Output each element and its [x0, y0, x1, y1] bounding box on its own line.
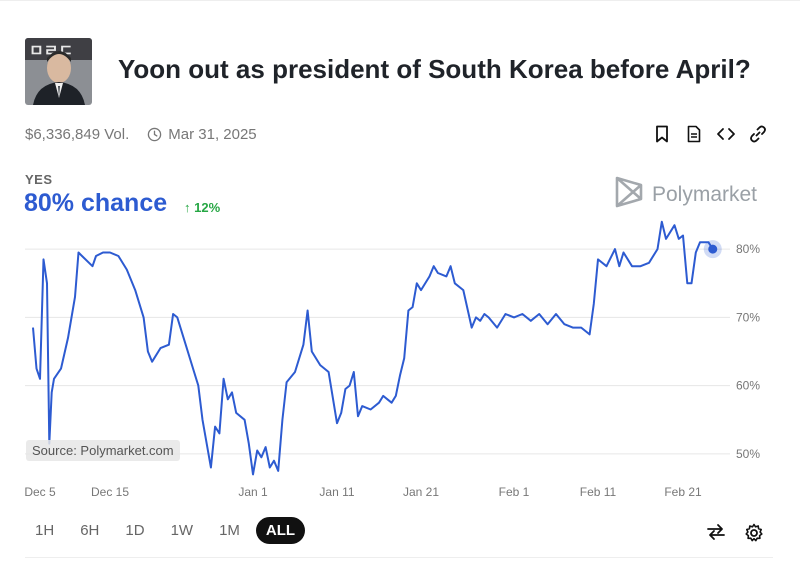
- range-1d[interactable]: 1D: [125, 522, 145, 539]
- market-thumbnail: ㅁㄹㄷ: [25, 38, 92, 105]
- range-1h[interactable]: 1H: [35, 522, 55, 539]
- y-tick-label: 70%: [736, 310, 760, 324]
- time-range-selector: 1H 6H 1D 1W 1M ALL: [25, 517, 306, 544]
- polymarket-logo-icon: [614, 175, 644, 215]
- range-1w[interactable]: 1W: [170, 522, 194, 539]
- volume-text: $6,336,849 Vol.: [25, 126, 130, 143]
- document-icon[interactable]: [684, 124, 704, 144]
- gear-icon[interactable]: [744, 523, 764, 548]
- range-6h[interactable]: 6H: [80, 522, 100, 539]
- bookmark-icon[interactable]: [652, 124, 672, 144]
- x-tick-label: Jan 1: [238, 485, 268, 499]
- range-1m[interactable]: 1M: [219, 522, 240, 539]
- swap-icon[interactable]: [706, 523, 726, 548]
- y-tick-label: 50%: [736, 447, 760, 461]
- top-divider: [0, 0, 800, 1]
- source-label: Source: Polymarket.com: [26, 440, 180, 461]
- brand-name: Polymarket: [651, 183, 757, 206]
- brand-logo: Polymarket: [614, 175, 757, 215]
- range-all[interactable]: ALL: [255, 517, 306, 544]
- y-tick-label: 80%: [736, 242, 760, 256]
- x-tick-label: Feb 21: [664, 485, 702, 499]
- chance-delta: ↑ 12%: [184, 200, 221, 215]
- code-icon[interactable]: [716, 124, 736, 144]
- end-date-text: Mar 31, 2025: [168, 126, 257, 143]
- bottom-divider: [25, 557, 773, 558]
- last-point-marker: [708, 244, 718, 254]
- x-tick-label: Feb 11: [580, 485, 617, 499]
- outcome-label: YES: [25, 172, 53, 187]
- x-tick-label: Dec 15: [91, 485, 129, 499]
- market-title: Yoon out as president of South Korea bef…: [118, 54, 751, 84]
- series-line: [32, 220, 714, 476]
- x-tick-label: Dec 5: [24, 485, 56, 499]
- chart-tools: [706, 523, 764, 548]
- link-icon[interactable]: [748, 124, 768, 144]
- x-tick-label: Jan 21: [403, 485, 439, 499]
- chance-value: 80% chance: [24, 189, 168, 217]
- x-tick-label: Feb 1: [499, 485, 530, 499]
- x-tick-label: Jan 11: [319, 485, 354, 499]
- clock-icon: [147, 127, 162, 142]
- market-meta: $6,336,849 Vol. Mar 31, 2025: [25, 126, 257, 143]
- y-tick-label: 60%: [736, 379, 760, 393]
- market-actions: [652, 124, 768, 144]
